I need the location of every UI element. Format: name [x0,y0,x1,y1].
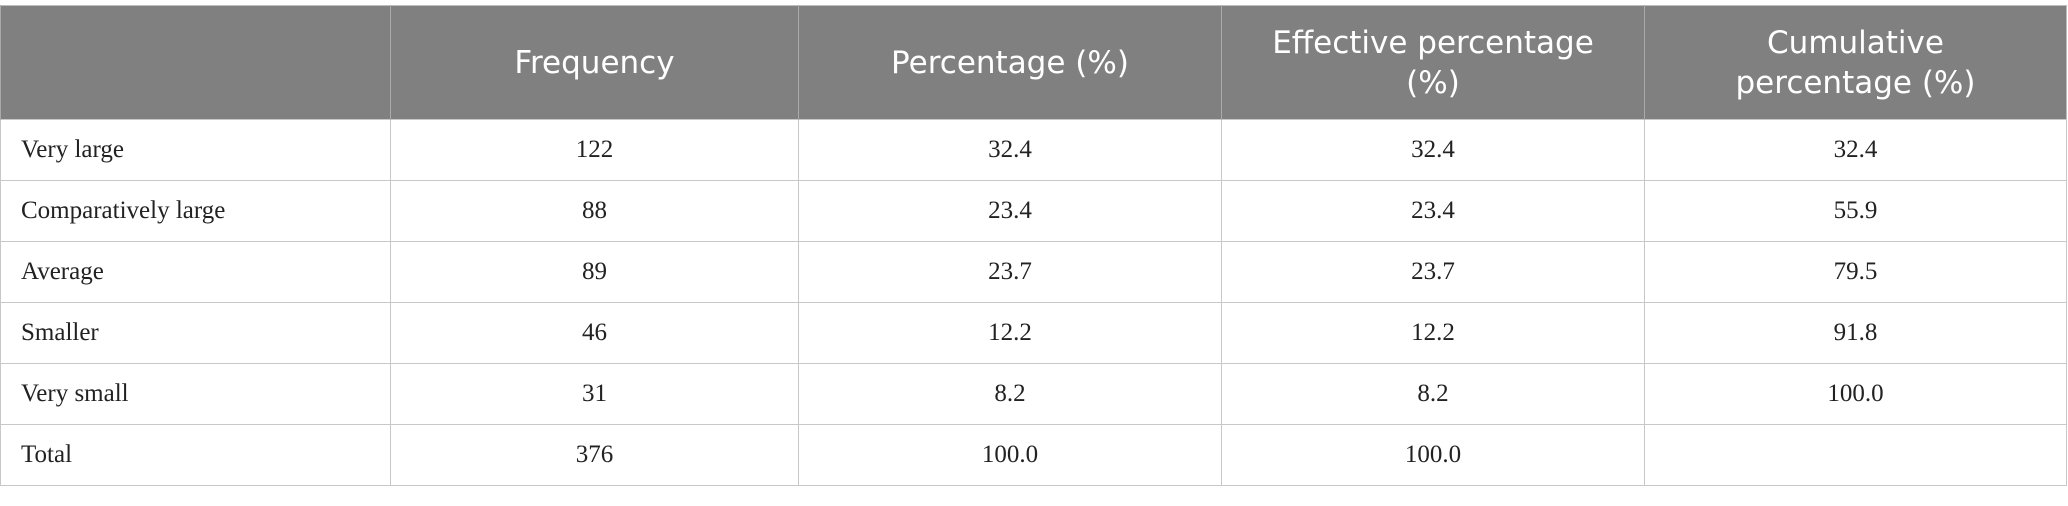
cell: 23.7 [1221,241,1645,303]
row-label: Very large [0,119,391,181]
cell: 100.0 [1221,424,1645,486]
table-header: Frequency Percentage (%) Effective percent… [0,5,2067,120]
cell: 100.0 [798,424,1222,486]
cell: 89 [390,241,799,303]
header-row: Frequency Percentage (%) Effective percent… [0,5,2067,120]
row-label: Average [0,241,391,303]
cell: 12.2 [798,302,1222,364]
cell: 32.4 [1644,119,2067,181]
table-row: Very small 31 8.2 8.2 100.0 [0,363,2067,425]
cell: 32.4 [1221,119,1645,181]
header-cell: Percentage (%) [798,5,1222,120]
header-cell: Effective percentage (%) [1221,5,1645,120]
cell: 122 [390,119,799,181]
cell: 31 [390,363,799,425]
cell: 32.4 [798,119,1222,181]
row-label: Smaller [0,302,391,364]
cell: 79.5 [1644,241,2067,303]
cell: 100.0 [1644,363,2067,425]
cell [1644,424,2067,486]
cell: 46 [390,302,799,364]
table-row: Very large 122 32.4 32.4 32.4 [0,119,2067,181]
cell: 23.7 [798,241,1222,303]
cell: 55.9 [1644,180,2067,242]
table-row: Smaller 46 12.2 12.2 91.8 [0,302,2067,364]
cell: 376 [390,424,799,486]
cell: 8.2 [1221,363,1645,425]
frequency-table: Frequency Percentage (%) Effective percent… [0,5,2067,486]
cell: 23.4 [1221,180,1645,242]
header-blank [0,5,391,120]
table-row: Comparatively large 88 23.4 23.4 55.9 [0,180,2067,242]
header-cell: Cumulative percentage (%) [1644,5,2067,120]
table-row: Average 89 23.7 23.7 79.5 [0,241,2067,303]
cell: 23.4 [798,180,1222,242]
page: Frequency Percentage (%) Effective percent… [0,5,2068,506]
row-label: Comparatively large [0,180,391,242]
row-label: Very small [0,363,391,425]
table-row: Total 376 100.0 100.0 [0,424,2067,486]
cell: 12.2 [1221,302,1645,364]
cell: 88 [390,180,799,242]
cell: 91.8 [1644,302,2067,364]
header-cell: Frequency [390,5,799,120]
table-body: Very large 122 32.4 32.4 32.4 Comparatively l… [0,119,2067,486]
row-label: Total [0,424,391,486]
cell: 8.2 [798,363,1222,425]
